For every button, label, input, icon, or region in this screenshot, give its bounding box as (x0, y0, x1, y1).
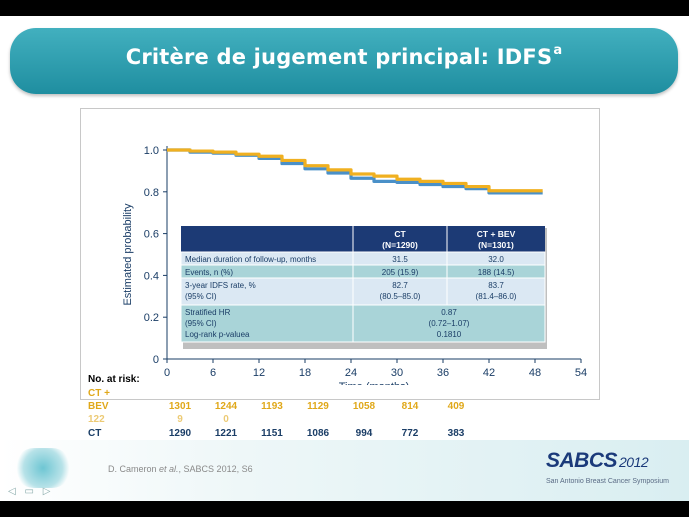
y-tick-label: 1.0 (144, 145, 159, 157)
sabcs-logo: SABCS 2012 (546, 449, 649, 472)
at-risk-bev-overlap: 122 (88, 414, 105, 425)
at-risk-bev-value: 1193 (261, 401, 283, 412)
at-risk-title: No. at risk: (88, 374, 140, 385)
at-risk-ct-label: CT (88, 428, 102, 439)
table-header-n: (N=1301) (478, 240, 514, 250)
slide: Critère de jugement principal: IDFSa 0 6 1… (0, 16, 689, 501)
table-row-bg (180, 304, 546, 343)
table-header-label: CT (394, 229, 406, 239)
y-tick-label: 0.4 (144, 270, 159, 282)
y-tick-label: 0.2 (144, 312, 159, 324)
at-risk-ct-value: 1151 (261, 428, 283, 439)
table-cell-ct: 82.7 (392, 281, 408, 290)
km-chart: 0 6 12 18 24 30 36 42 48 54 0 0.2 0.4 0.6 0.8 1.0 Time (… (122, 145, 587, 385)
table-cell-bev: 32.0 (488, 255, 504, 264)
axes: 0 6 12 18 24 30 36 42 48 54 0 0.2 0.4 0.6 0.8 1.0 Time (… (122, 145, 587, 385)
table-row-label: (95% CI) (185, 292, 217, 301)
series-lines (167, 148, 543, 195)
at-risk-ct-value: 383 (447, 428, 465, 439)
table-header-n: (N=1290) (382, 240, 418, 250)
at-risk-ct-value: 1290 (168, 428, 192, 439)
at-risk-bev-tail: 0 (223, 414, 229, 425)
nav-icons[interactable]: ◁ ▭ ▷ (8, 486, 54, 497)
table-cell-ct: 205 (15.9) (382, 268, 419, 277)
table-row-label: (95% CI) (185, 319, 217, 328)
at-risk-bev-value: 814 (401, 401, 419, 412)
x-tick-label: 0 (164, 367, 170, 379)
x-tick-label: 30 (391, 367, 403, 379)
at-risk-bev-value: 409 (447, 401, 465, 412)
y-tick-label: 0.6 (144, 229, 159, 241)
table-row-label: Events, n (%) (185, 268, 233, 277)
at-risk-ct-value: 994 (355, 428, 373, 439)
x-tick-label: 42 (483, 367, 495, 379)
at-risk-bev-label-1: CT + (88, 388, 110, 399)
table-row-label: 3-year IDFS rate, % (185, 281, 256, 290)
table-row-label: Stratified HR (185, 308, 231, 317)
y-tick-label: 0 (153, 354, 159, 366)
table-cell-ct: (80.5–85.0) (380, 292, 421, 301)
citation: D. Cameron et al., SABCS 2012, S6 (108, 464, 253, 474)
x-tick-label: 18 (299, 367, 311, 379)
at-risk-bev-value: 1058 (352, 401, 376, 412)
x-tick-label: 24 (345, 367, 357, 379)
x-axis-label: Time (months) (339, 381, 410, 385)
table-row-label: Median duration of follow-up, months (185, 255, 316, 264)
table-cell-bev: 188 (14.5) (478, 268, 515, 277)
at-risk-bev-value: 1129 (307, 401, 329, 412)
decorative-image (14, 448, 72, 488)
sabcs-logo-subtitle: San Antonio Breast Cancer Symposium (546, 478, 669, 485)
at-risk-ct-value: 772 (401, 428, 419, 439)
at-risk-bev-label-2: BEV (88, 401, 109, 412)
chart-frame: 0 6 12 18 24 30 36 42 48 54 0 0.2 0.4 0.6 0.8 1.0 Time (… (80, 108, 600, 400)
table-row-label: Log-rank p-valuea (185, 330, 250, 339)
table-cell-merged: 0.87 (441, 308, 457, 317)
table-cell-ct: 31.5 (392, 255, 408, 264)
x-tick-label: 54 (575, 367, 587, 379)
table-cell-bev: 83.7 (488, 281, 504, 290)
at-risk-ct-value: 1086 (306, 428, 330, 439)
table-cell-bev: (81.4–86.0) (476, 292, 517, 301)
table-row-bg (180, 277, 546, 306)
table-header-label: CT + BEV (477, 229, 516, 239)
table-header-bg (181, 226, 545, 252)
x-tick-label: 6 (210, 367, 216, 379)
table-cell-merged: (0.72–1.07) (429, 319, 470, 328)
at-risk-bev-value: 1301 (168, 401, 192, 412)
table-cell-merged: 0.1810 (437, 330, 462, 339)
series-line-ct-bev (167, 148, 543, 193)
x-tick-label: 48 (529, 367, 541, 379)
results-table: CT(N=1290) CT + BEV(N=1301) Median duratio… (180, 226, 547, 349)
slide-title: Critère de jugement principal: IDFSa (125, 43, 563, 69)
at-risk-bev-tail: 9 (177, 414, 183, 425)
footer (0, 440, 689, 501)
y-axis-label: Estimated probability (122, 203, 134, 306)
at-risk-ct-value: 1221 (214, 428, 238, 439)
x-tick-label: 36 (437, 367, 449, 379)
title-bar: Critère de jugement principal: IDFSa (10, 28, 678, 94)
at-risk-bev-value: 1244 (214, 401, 238, 412)
x-tick-label: 12 (253, 367, 265, 379)
y-tick-label: 0.8 (144, 187, 159, 199)
